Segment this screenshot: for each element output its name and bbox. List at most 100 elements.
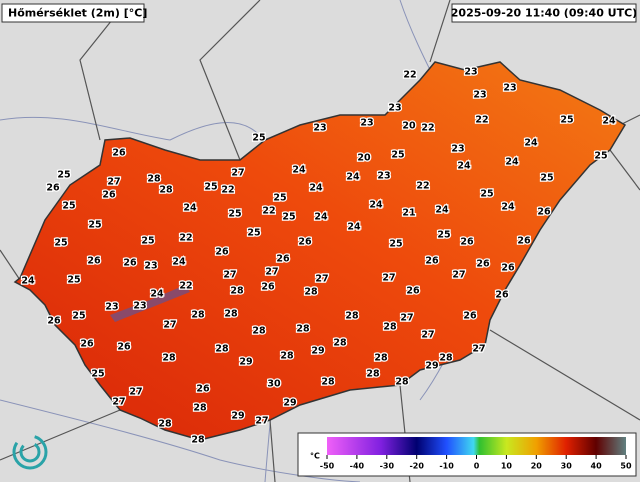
station-value: 28 <box>345 311 359 322</box>
station-value: 25 <box>54 238 67 249</box>
station-value: 23 <box>377 171 390 182</box>
station-value: 26 <box>47 316 61 327</box>
logo <box>12 434 48 470</box>
colorbar-tick-label: 0 <box>474 462 480 471</box>
station-value: 27 <box>382 273 395 284</box>
station-value: 20 <box>402 121 416 132</box>
station-value: 25 <box>389 239 402 250</box>
station-value: 24 <box>21 276 35 287</box>
station-value: 26 <box>406 286 420 297</box>
station-value: 28 <box>230 286 244 297</box>
colorbar-tick-label: -50 <box>320 462 335 471</box>
station-value: 26 <box>476 259 490 270</box>
colorbar-tick-label: -30 <box>380 462 395 471</box>
country <box>13 61 627 441</box>
station-value: 24 <box>183 203 197 214</box>
station-value: 27 <box>400 313 413 324</box>
station-value: 23 <box>313 123 326 134</box>
colorbar-tick-label: -10 <box>439 462 454 471</box>
station-value: 27 <box>223 270 236 281</box>
station-value: 25 <box>273 193 286 204</box>
station-value: 25 <box>141 236 154 247</box>
colorbar-tick-label: 20 <box>531 462 543 471</box>
station-value: 28 <box>304 287 318 298</box>
station-value: 29 <box>311 346 324 357</box>
station-value: 28 <box>383 322 397 333</box>
station-value: 23 <box>451 144 464 155</box>
station-value: 25 <box>437 230 450 241</box>
station-value: 27 <box>255 416 268 427</box>
station-value: 22 <box>403 70 416 81</box>
station-value: 29 <box>231 411 244 422</box>
station-value: 26 <box>517 236 531 247</box>
station-value: 26 <box>261 282 275 293</box>
station-value: 22 <box>416 181 429 192</box>
station-value: 23 <box>133 301 146 312</box>
colorbar-tick-label: 30 <box>561 462 573 471</box>
station-value: 26 <box>460 237 474 248</box>
colorbar-tick-label: -20 <box>409 462 424 471</box>
station-value: 20 <box>357 153 371 164</box>
station-value: 25 <box>72 311 85 322</box>
station-value: 25 <box>91 369 104 380</box>
station-value: 27 <box>315 274 328 285</box>
station-value: 24 <box>369 200 383 211</box>
colorbar-tick-label: 10 <box>501 462 513 471</box>
station-value: 22 <box>179 281 192 292</box>
station-value: 30 <box>267 379 281 390</box>
station-value: 27 <box>265 267 278 278</box>
station-value: 28 <box>193 403 207 414</box>
station-value: 28 <box>162 353 176 364</box>
station-value: 25 <box>204 182 217 193</box>
station-value: 25 <box>480 189 493 200</box>
station-value: 24 <box>309 183 323 194</box>
station-value: 28 <box>296 324 310 335</box>
colorbar <box>327 437 626 455</box>
station-value: 28 <box>159 185 173 196</box>
station-value: 25 <box>594 151 607 162</box>
station-value: 26 <box>501 263 515 274</box>
station-value: 22 <box>262 206 275 217</box>
station-value: 27 <box>163 320 176 331</box>
station-value: 26 <box>537 207 551 218</box>
station-value: 29 <box>283 398 296 409</box>
station-value: 26 <box>87 256 101 267</box>
station-value: 29 <box>425 361 438 372</box>
colorbar-tick-label: 50 <box>620 462 632 471</box>
station-value: 25 <box>247 228 260 239</box>
station-value: 22 <box>179 233 192 244</box>
colorbar-tick-label: -40 <box>350 462 365 471</box>
station-value: 25 <box>252 133 265 144</box>
station-value: 26 <box>80 339 94 350</box>
station-value: 23 <box>360 118 373 129</box>
station-value: 27 <box>107 177 120 188</box>
station-value: 28 <box>224 309 238 320</box>
station-value: 28 <box>374 353 388 364</box>
station-value: 23 <box>388 103 401 114</box>
station-value: 22 <box>421 123 434 134</box>
station-value: 22 <box>475 115 488 126</box>
station-value: 24 <box>602 116 616 127</box>
station-value: 27 <box>452 270 465 281</box>
colorbar-unit: °C <box>310 452 320 461</box>
station-value: 26 <box>463 311 477 322</box>
station-value: 24 <box>501 202 515 213</box>
station-value: 25 <box>88 220 101 231</box>
station-value: 28 <box>215 344 229 355</box>
timestamp: 2025-09-20 11:40 (09:40 UTC) <box>451 7 637 20</box>
station-value: 25 <box>228 209 241 220</box>
station-value: 25 <box>560 115 573 126</box>
station-value: 26 <box>495 290 509 301</box>
station-value: 27 <box>129 387 142 398</box>
station-value: 27 <box>421 330 434 341</box>
station-value: 28 <box>366 369 380 380</box>
station-value: 25 <box>391 150 404 161</box>
station-value: 28 <box>280 351 294 362</box>
station-value: 26 <box>123 258 137 269</box>
station-value: 24 <box>524 138 538 149</box>
station-value: 28 <box>439 353 453 364</box>
station-value: 28 <box>158 419 172 430</box>
station-value: 21 <box>402 208 415 219</box>
station-value: 23 <box>144 261 157 272</box>
